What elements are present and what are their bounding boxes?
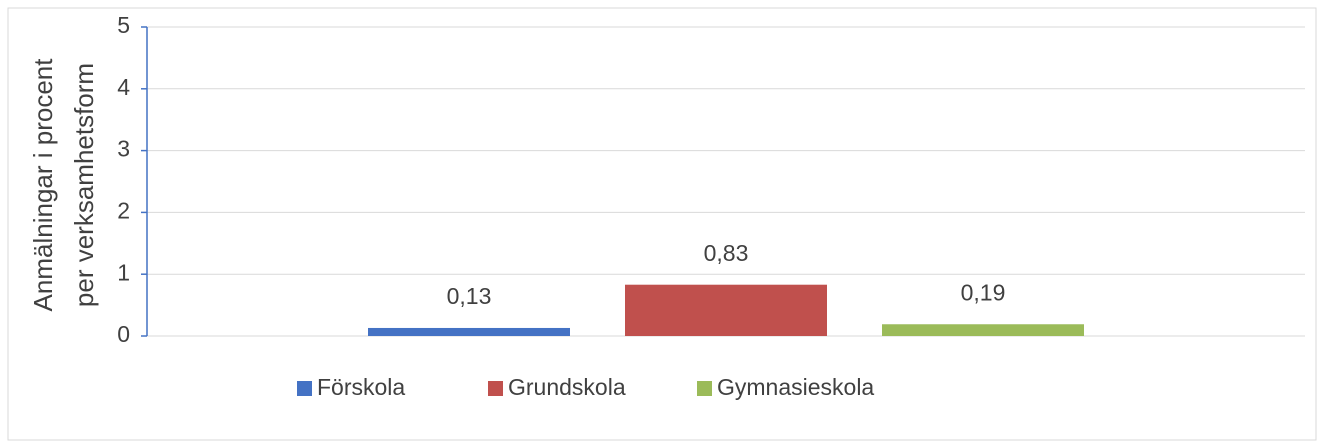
y-tick-label: 1	[117, 259, 130, 285]
bar	[882, 324, 1084, 336]
legend-label: Grundskola	[508, 374, 626, 400]
bar	[368, 327, 570, 336]
data-label: 0,83	[704, 240, 749, 266]
data-label: 0,13	[447, 283, 492, 309]
y-tick-label: 3	[117, 136, 130, 162]
y-tick-label: 4	[117, 74, 130, 100]
y-tick-label: 0	[117, 321, 130, 347]
legend-swatch	[297, 381, 312, 396]
legend-swatch	[697, 381, 712, 396]
y-axis-label: Anmälningar i procent	[28, 58, 58, 312]
chart-frame	[7, 7, 1317, 441]
legend-label: Gymnasieskola	[717, 374, 874, 400]
y-tick-label: 5	[117, 12, 130, 38]
legend-swatch	[488, 381, 503, 396]
y-tick-label: 2	[117, 197, 130, 223]
bar	[625, 284, 827, 336]
data-label: 0,19	[961, 279, 1006, 305]
legend-label: Förskola	[317, 374, 405, 400]
y-axis-label: per verksamhetsform	[69, 63, 99, 307]
